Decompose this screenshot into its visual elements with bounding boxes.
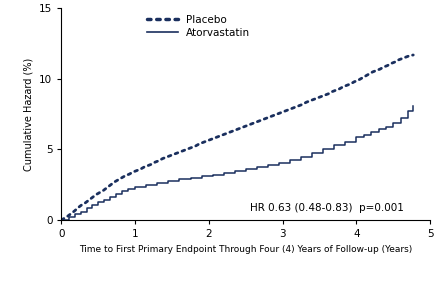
Text: HR 0.63 (0.48-0.83)  p=0.001: HR 0.63 (0.48-0.83) p=0.001 — [249, 203, 403, 213]
Y-axis label: Cumulative Hazard (%): Cumulative Hazard (%) — [24, 58, 34, 171]
Legend: Placebo, Atorvastatin: Placebo, Atorvastatin — [142, 10, 254, 42]
X-axis label: Time to First Primary Endpoint Through Four (4) Years of Follow-up (Years): Time to First Primary Endpoint Through F… — [79, 244, 412, 254]
